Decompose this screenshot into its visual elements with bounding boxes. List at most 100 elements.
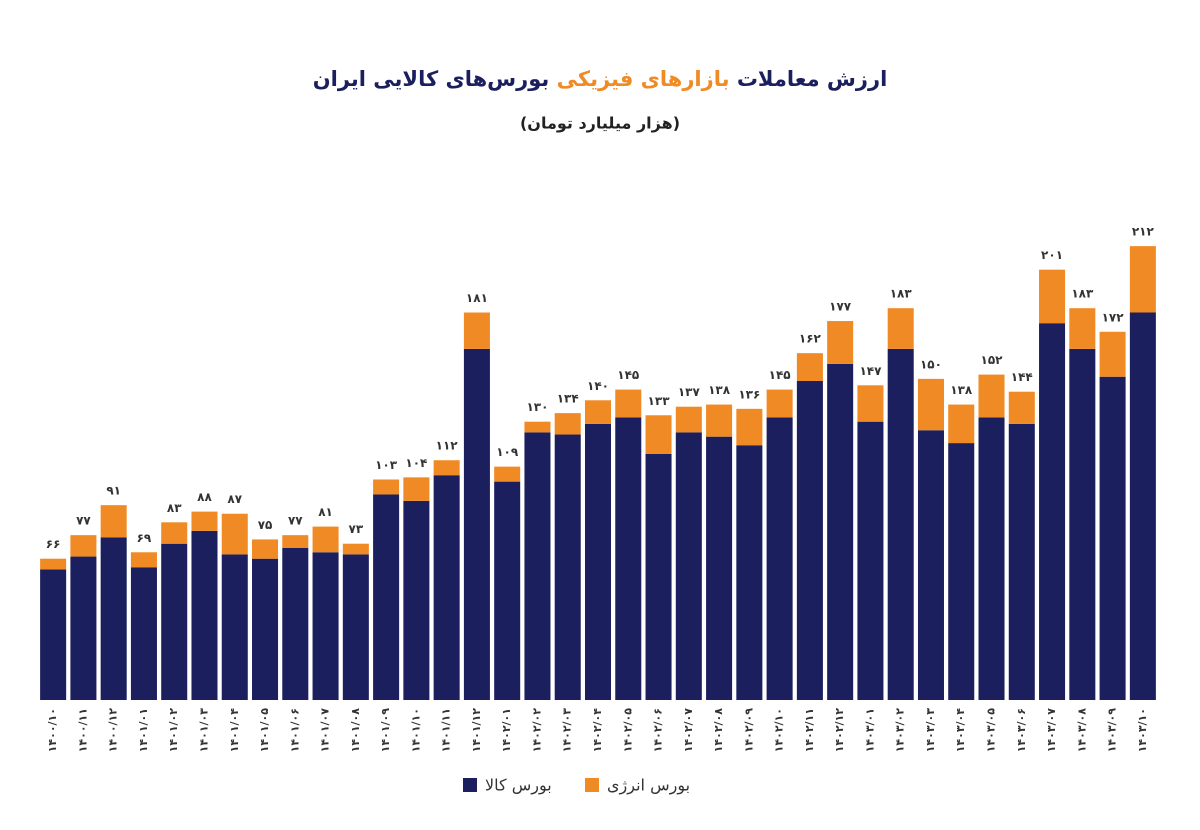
bar-segment <box>252 558 279 700</box>
bar-segment <box>615 417 642 700</box>
bar-segment <box>433 460 460 476</box>
x-tick-label: ۱۴۰۳/۰۹ <box>1106 708 1119 753</box>
x-tick-label: ۱۴۰۳/۰۴ <box>954 708 967 753</box>
total-label: ۱۱۲ <box>436 439 459 453</box>
x-tick-label: ۱۴۰۳/۱۰ <box>1136 708 1149 752</box>
bar-segment <box>857 421 884 700</box>
bar-segment <box>70 556 97 700</box>
bar-segment <box>463 348 490 700</box>
x-tick-label: ۱۴۰۰/۱۰ <box>46 708 59 752</box>
bar-segment <box>1039 269 1066 324</box>
x-tick-label: ۱۴۰۱/۰۴ <box>228 708 241 753</box>
x-tick-label: ۱۴۰۲/۰۶ <box>652 708 665 752</box>
bar-segment <box>524 421 551 433</box>
bar-segment <box>373 479 400 495</box>
x-tick-label: ۱۴۰۰/۱۲ <box>107 708 120 753</box>
legend-swatch <box>585 778 599 792</box>
bar-segment <box>463 312 490 349</box>
total-label: ۶۹ <box>137 531 152 545</box>
total-label: ۱۴۵ <box>617 368 639 382</box>
total-label: ۷۷ <box>76 514 91 528</box>
bar-segment <box>1129 312 1156 700</box>
total-label: ۷۷ <box>288 514 303 528</box>
bar-segment <box>675 406 702 433</box>
total-label: ۸۳ <box>167 501 182 515</box>
x-tick-label: ۱۴۰۱/۰۳ <box>197 708 210 753</box>
bar-segment <box>1039 323 1066 700</box>
bar-segment <box>494 481 521 700</box>
bar-segment <box>191 530 218 700</box>
x-tick-label: ۱۴۰۱/۰۹ <box>379 708 392 753</box>
total-label: ۱۴۰ <box>587 379 609 393</box>
bar-segment <box>1008 391 1035 424</box>
total-label: ۱۴۷ <box>859 364 882 378</box>
bar-segment <box>736 445 763 700</box>
bar-segment <box>40 569 67 700</box>
total-label: ۱۸۳ <box>1071 287 1094 301</box>
x-tick-label: ۱۴۰۰/۱۱ <box>76 708 89 752</box>
bar-segment <box>796 381 823 700</box>
bar-segment <box>554 434 581 700</box>
total-label: ۱۳۸ <box>708 383 731 397</box>
total-label: ۱۴۵ <box>769 368 791 382</box>
total-label: ۲۰۱ <box>1041 248 1063 262</box>
x-tick-label: ۱۴۰۲/۱۲ <box>833 708 846 753</box>
bar-segment <box>736 408 763 446</box>
legend-swatch <box>463 778 477 792</box>
bar-segment <box>857 385 884 422</box>
x-tick-label: ۱۴۰۲/۱۱ <box>803 708 816 752</box>
x-tick-label: ۱۴۰۱/۱۰ <box>409 708 422 752</box>
x-tick-label: ۱۴۰۱/۰۲ <box>167 708 180 753</box>
x-tick-label: ۱۴۰۳/۰۸ <box>1075 708 1088 753</box>
bar-segment <box>403 477 430 501</box>
bar-segment <box>978 374 1005 418</box>
bar-segment <box>827 363 854 700</box>
bar-segment <box>130 552 157 568</box>
total-label: ۷۳ <box>349 522 364 536</box>
bar-segment <box>373 494 400 700</box>
total-label: ۹۱ <box>106 484 121 498</box>
total-label: ۸۱ <box>318 505 333 519</box>
bar-segment <box>1069 308 1096 349</box>
total-label: ۱۰۹ <box>496 445 519 459</box>
total-label: ۱۳۰ <box>526 400 548 414</box>
x-tick-label: ۱۴۰۳/۰۵ <box>985 708 998 753</box>
bar-segment <box>1099 376 1126 700</box>
bar-segment <box>827 321 854 364</box>
bar-segment <box>796 353 823 382</box>
bar-segment <box>978 417 1005 700</box>
x-tick-label: ۱۴۰۱/۰۱ <box>137 708 150 752</box>
bar-segment <box>554 413 581 435</box>
bar-segment <box>887 308 914 349</box>
total-label: ۱۵۰ <box>920 357 942 371</box>
bar-segment <box>494 466 521 482</box>
x-tick-label: ۱۴۰۲/۰۵ <box>621 708 634 753</box>
x-tick-label: ۱۴۰۱/۱۱ <box>440 708 453 752</box>
bar-segment <box>645 453 672 700</box>
bar-segment <box>70 535 97 557</box>
bar-segment <box>282 547 309 700</box>
x-tick-label: ۱۴۰۳/۰۱ <box>863 708 876 752</box>
bar-segment <box>584 400 612 424</box>
bar-segment <box>887 348 914 700</box>
bar-segment <box>433 475 460 700</box>
total-label: ۸۸ <box>197 490 212 504</box>
total-label: ۱۶۲ <box>799 332 822 346</box>
bar-segment <box>1099 331 1126 377</box>
total-label: ۱۳۷ <box>678 385 701 399</box>
x-tick-label: ۱۴۰۲/۰۴ <box>591 708 604 753</box>
legend-label: بورس کالا <box>485 776 552 796</box>
total-label: ۱۷۷ <box>829 300 852 314</box>
bar-segment <box>312 526 339 553</box>
bar-segment <box>221 554 248 700</box>
total-label: ۱۸۳ <box>890 287 913 301</box>
total-label: ۱۰۳ <box>375 458 398 472</box>
bar-segment <box>100 537 127 700</box>
total-label: ۱۰۴ <box>405 456 427 470</box>
bar-segment <box>282 535 309 548</box>
bar-segment <box>221 513 248 555</box>
total-label: ۱۷۲ <box>1102 310 1125 324</box>
bar-segment <box>948 404 975 444</box>
bar-segment <box>766 389 793 418</box>
x-tick-label: ۱۴۰۱/۰۵ <box>258 708 271 753</box>
